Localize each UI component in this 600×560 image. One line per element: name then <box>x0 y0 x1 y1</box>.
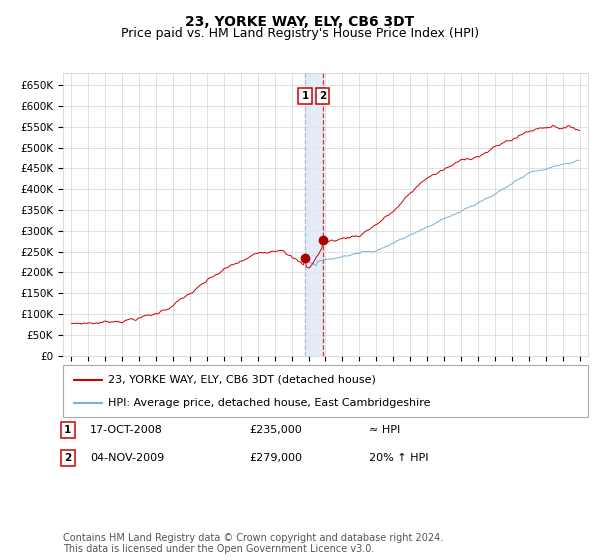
Text: 17-OCT-2008: 17-OCT-2008 <box>90 425 163 435</box>
Text: 23, YORKE WAY, ELY, CB6 3DT (detached house): 23, YORKE WAY, ELY, CB6 3DT (detached ho… <box>108 375 376 385</box>
Text: 2: 2 <box>64 453 71 463</box>
Text: Price paid vs. HM Land Registry's House Price Index (HPI): Price paid vs. HM Land Registry's House … <box>121 27 479 40</box>
Text: £235,000: £235,000 <box>249 425 302 435</box>
Text: 1: 1 <box>301 91 308 101</box>
Text: ≈ HPI: ≈ HPI <box>369 425 400 435</box>
Text: £279,000: £279,000 <box>249 453 302 463</box>
Text: HPI: Average price, detached house, East Cambridgeshire: HPI: Average price, detached house, East… <box>108 398 431 408</box>
Text: 04-NOV-2009: 04-NOV-2009 <box>90 453 164 463</box>
Bar <box>305 73 323 356</box>
Text: Contains HM Land Registry data © Crown copyright and database right 2024.
This d: Contains HM Land Registry data © Crown c… <box>63 533 443 554</box>
Text: 20% ↑ HPI: 20% ↑ HPI <box>369 453 428 463</box>
Text: 2: 2 <box>319 91 326 101</box>
Text: 23, YORKE WAY, ELY, CB6 3DT: 23, YORKE WAY, ELY, CB6 3DT <box>185 15 415 29</box>
Text: 1: 1 <box>64 425 71 435</box>
